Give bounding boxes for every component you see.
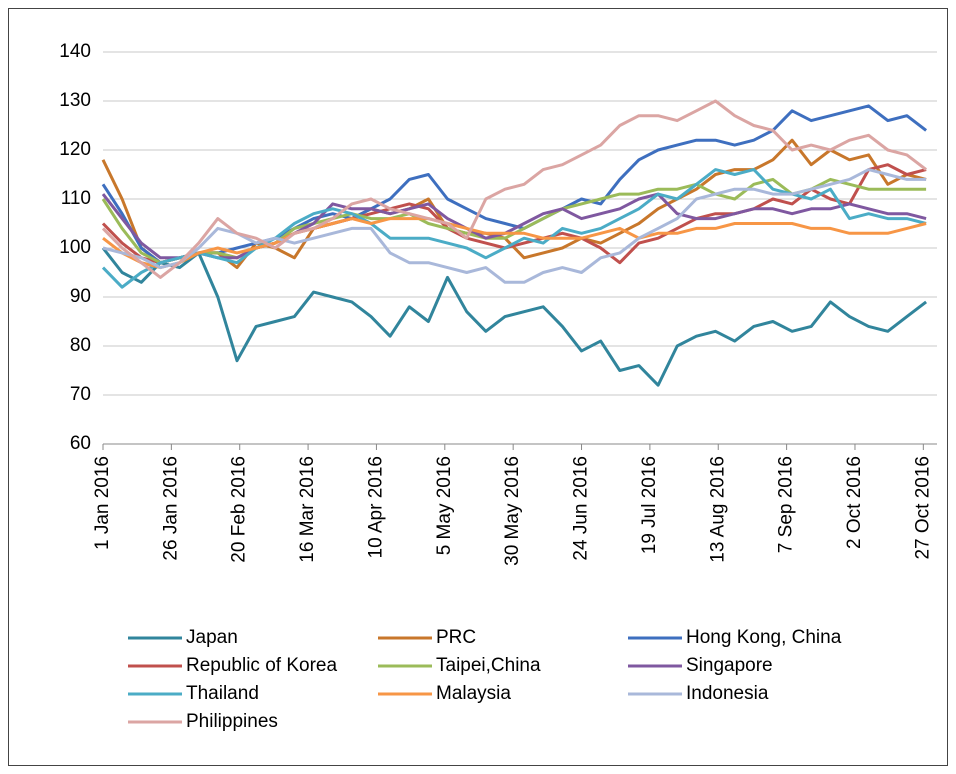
- legend-label: Singapore: [686, 655, 773, 676]
- x-tick-label: 30 May 2016: [502, 456, 523, 566]
- x-tick-label: 26 Jan 2016: [160, 456, 181, 561]
- series-line: [101, 138, 927, 270]
- series-line: [102, 217, 927, 270]
- y-tick-label: 70: [70, 384, 91, 405]
- y-tick-label: 130: [59, 90, 91, 111]
- series-line: [101, 104, 928, 265]
- legend-label: Japan: [186, 627, 238, 648]
- legend-label: Indonesia: [686, 683, 769, 704]
- x-tick-label: 13 Aug 2016: [707, 456, 728, 563]
- x-tick-label: 7 Sep 2016: [776, 456, 797, 553]
- y-tick-label: 140: [59, 41, 91, 62]
- chart-frame: [8, 8, 948, 766]
- x-tick-label: 16 Mar 2016: [297, 456, 318, 563]
- series-line: [101, 99, 928, 279]
- y-tick-label: 120: [59, 139, 91, 160]
- y-tick-label: 100: [59, 237, 91, 258]
- legend-label: PRC: [436, 627, 476, 648]
- x-tick-label: 5 May 2016: [434, 456, 455, 555]
- legend-label: Malaysia: [436, 683, 511, 704]
- x-tick-label: 27 Oct 2016: [912, 456, 933, 560]
- x-tick-label: 19 Jul 2016: [639, 456, 660, 554]
- x-tick-label: 2 Oct 2016: [844, 456, 865, 549]
- series-line: [101, 247, 928, 387]
- x-tick-label: 10 Apr 2016: [365, 456, 386, 558]
- legend-label: Thailand: [186, 683, 259, 704]
- legend-label: Taipei,China: [436, 655, 541, 676]
- y-tick-label: 60: [70, 433, 91, 454]
- legend-label: Hong Kong, China: [686, 627, 842, 648]
- series-line: [101, 192, 927, 260]
- legend-label: Philippines: [186, 711, 278, 732]
- y-tick-label: 80: [70, 335, 91, 356]
- x-tick-label: 24 Jun 2016: [571, 456, 592, 561]
- y-tick-label: 110: [61, 188, 91, 209]
- legend-label: Republic of Korea: [186, 655, 337, 676]
- y-tick-label: 90: [70, 286, 91, 307]
- x-tick-label: 1 Jan 2016: [92, 456, 113, 550]
- x-tick-label: 20 Feb 2016: [229, 456, 250, 563]
